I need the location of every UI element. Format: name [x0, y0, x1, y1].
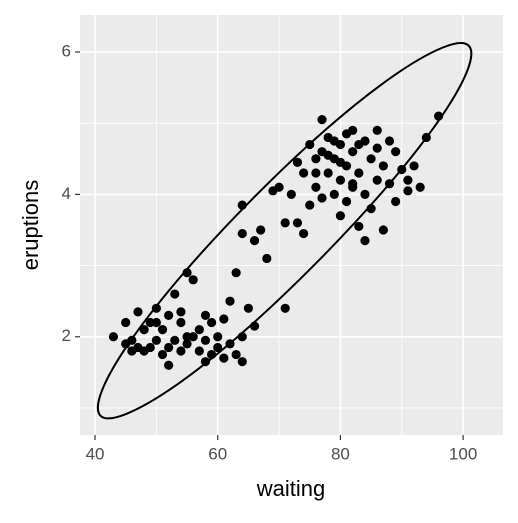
point — [243, 303, 254, 313]
point — [176, 317, 186, 328]
point — [182, 339, 192, 349]
point — [292, 218, 303, 228]
point — [219, 353, 229, 363]
point — [170, 289, 180, 299]
point — [157, 325, 168, 335]
point — [348, 125, 358, 135]
point — [329, 189, 339, 199]
point — [237, 228, 247, 239]
point — [354, 168, 364, 178]
point — [164, 342, 174, 353]
ellipse — [96, 42, 473, 420]
point — [348, 179, 358, 189]
point — [206, 317, 217, 328]
point — [391, 147, 401, 157]
point — [157, 349, 168, 360]
point — [145, 342, 155, 353]
point — [341, 196, 352, 207]
y-tick-label: 6 — [62, 42, 71, 61]
point — [225, 296, 235, 306]
panel — [80, 15, 503, 435]
y-axis-title: eruptions — [18, 180, 43, 271]
point — [262, 253, 272, 264]
point — [323, 168, 333, 178]
point — [170, 335, 180, 345]
point — [317, 115, 327, 125]
point — [164, 360, 174, 370]
marks — [96, 42, 473, 420]
point — [415, 182, 425, 192]
x-tick-label: 80 — [331, 444, 350, 463]
point — [200, 335, 211, 345]
point — [231, 349, 241, 360]
point — [194, 346, 204, 356]
y-tick-label: 4 — [62, 184, 71, 203]
x-tick-label: 40 — [86, 444, 105, 463]
point — [151, 317, 161, 328]
point — [403, 175, 413, 185]
point — [194, 325, 204, 335]
x-tick-label: 100 — [449, 444, 477, 463]
point — [372, 143, 382, 153]
x-axis-title: waiting — [256, 476, 325, 501]
point — [188, 275, 198, 285]
point — [200, 310, 211, 321]
point — [391, 196, 401, 207]
point — [108, 332, 119, 342]
point — [213, 332, 223, 342]
point — [335, 175, 346, 185]
point — [286, 189, 296, 199]
point — [378, 161, 388, 171]
point — [299, 228, 309, 239]
point — [354, 139, 364, 150]
point — [182, 332, 192, 342]
point — [237, 357, 247, 367]
point — [133, 307, 143, 317]
point — [366, 154, 376, 164]
y-tick-label: 2 — [62, 326, 71, 345]
point — [305, 200, 315, 210]
point — [323, 150, 333, 160]
point — [335, 211, 346, 221]
point — [311, 182, 321, 192]
point — [372, 175, 382, 185]
point — [354, 221, 364, 232]
point — [121, 317, 131, 328]
point — [219, 314, 229, 324]
point — [274, 182, 284, 192]
point — [372, 125, 382, 135]
point — [292, 157, 303, 167]
point — [164, 310, 174, 321]
point — [360, 189, 370, 199]
point — [176, 307, 186, 317]
point — [409, 161, 419, 171]
point — [231, 268, 241, 278]
point — [280, 303, 290, 313]
point — [378, 225, 388, 235]
point — [348, 147, 358, 157]
point — [335, 157, 346, 167]
point — [151, 335, 161, 345]
point — [384, 136, 395, 146]
point — [139, 325, 149, 335]
point — [329, 136, 339, 146]
point — [280, 218, 290, 228]
point — [403, 186, 413, 196]
point — [213, 342, 223, 353]
point — [176, 346, 186, 356]
point — [249, 236, 260, 246]
point — [311, 154, 321, 164]
point — [311, 168, 321, 178]
point — [317, 193, 327, 203]
point — [299, 168, 309, 178]
point — [360, 236, 370, 246]
x-tick-label: 60 — [208, 444, 227, 463]
point — [256, 225, 266, 235]
